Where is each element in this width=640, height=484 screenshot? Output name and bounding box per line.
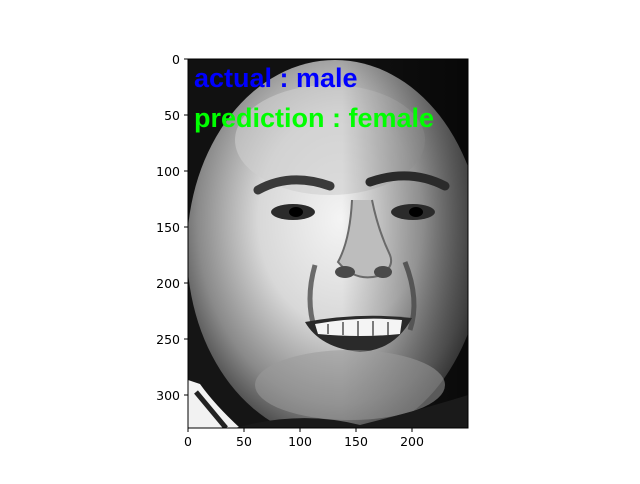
prediction-label: prediction : female: [194, 103, 434, 133]
y-tick-label: 50: [164, 108, 180, 123]
y-tick-label: 300: [156, 388, 180, 403]
axes-frame: [187, 58, 469, 429]
y-tick-label: 0: [172, 52, 180, 67]
y-tick-label: 200: [156, 276, 180, 291]
x-tick-label: 0: [184, 434, 192, 449]
y-axis: 0 50 100 150 200 250 300: [156, 52, 188, 403]
actual-label: actual : male: [194, 63, 358, 93]
x-tick-label: 50: [236, 434, 252, 449]
y-tick-label: 150: [156, 220, 180, 235]
x-axis: 0 50 100 150 200: [184, 428, 424, 449]
face-photo: [188, 59, 468, 428]
x-tick-label: 200: [400, 434, 424, 449]
x-tick-label: 100: [288, 434, 312, 449]
x-tick-label: 150: [344, 434, 368, 449]
y-tick-label: 100: [156, 164, 180, 179]
y-tick-label: 250: [156, 332, 180, 347]
